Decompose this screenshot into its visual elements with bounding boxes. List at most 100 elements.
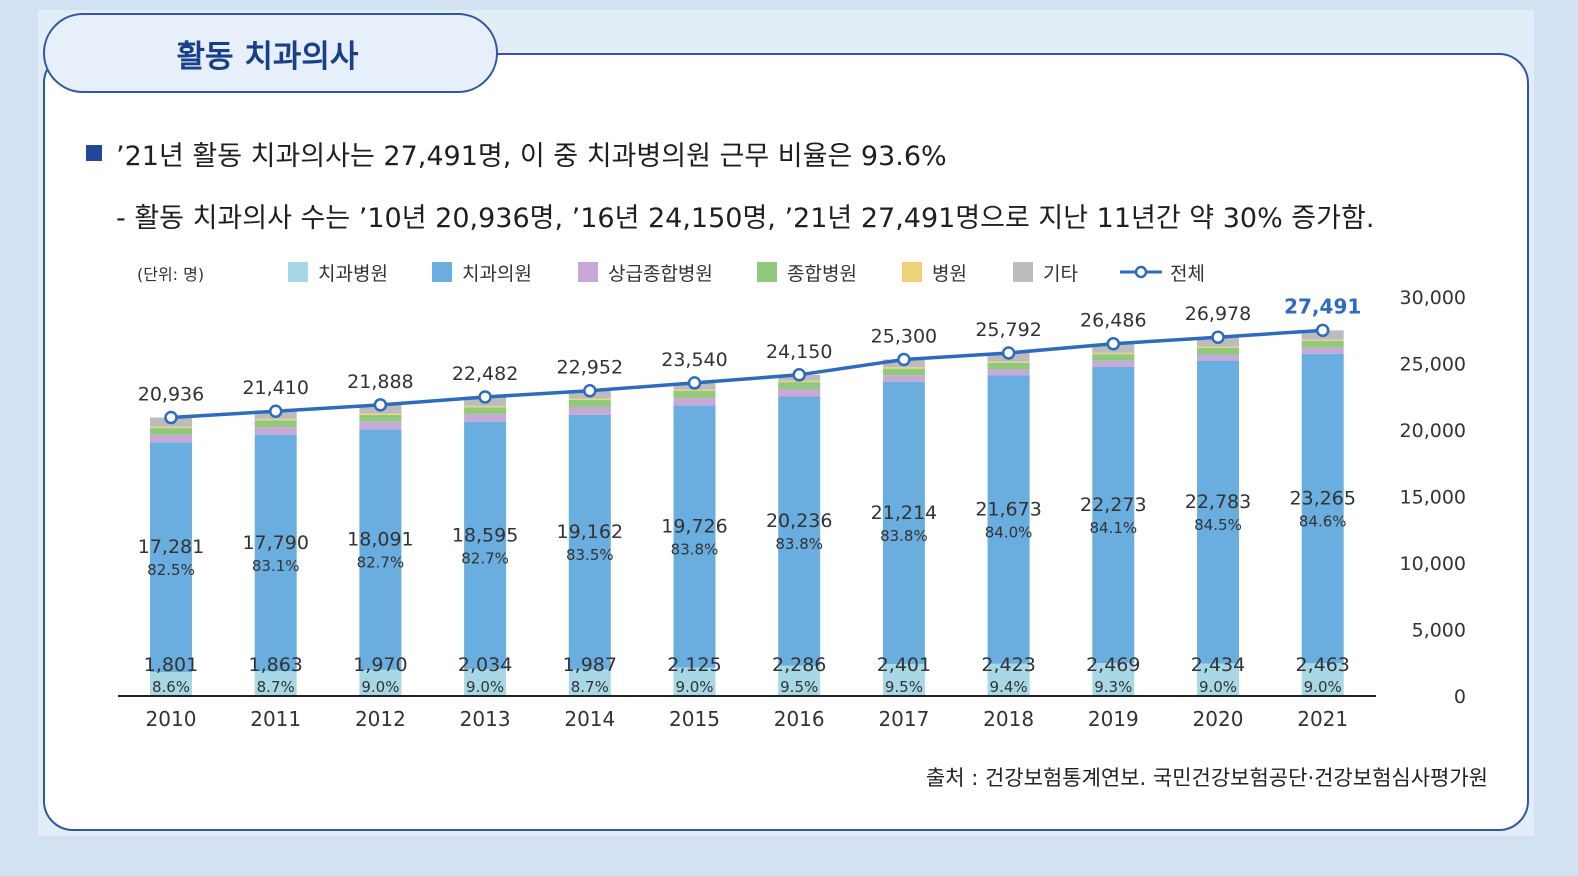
legend-label-3: 종합병원 xyxy=(787,263,857,285)
bar-segment-3 xyxy=(464,407,507,415)
bar-segment-0 xyxy=(568,669,611,696)
bar-segment-0 xyxy=(359,669,402,696)
x-tick-label: 2016 xyxy=(774,707,825,731)
total-point xyxy=(268,404,283,418)
x-tick-label: 2019 xyxy=(1088,707,1139,731)
total-point xyxy=(164,410,178,425)
data-label-hospital-count: 2,463 xyxy=(1295,654,1349,676)
bar-segment-4 xyxy=(568,398,611,400)
bar-segment-0 xyxy=(673,667,716,696)
bar-segment-3 xyxy=(1092,354,1135,361)
data-label-clinic-count: 19,162 xyxy=(557,521,623,543)
data-label-hospital-pct: 9.5% xyxy=(885,678,923,696)
bar-segment-1 xyxy=(150,442,192,673)
bar-segment-1 xyxy=(464,421,507,669)
unit-label: (단위: 명) xyxy=(137,265,204,284)
data-label-hospital-pct: 8.7% xyxy=(571,678,609,696)
data-label-clinic-count: 18,091 xyxy=(347,528,413,550)
bar-segment-1 xyxy=(1301,353,1344,664)
bar-segment-1 xyxy=(1197,360,1239,664)
data-label-hospital-pct: 9.0% xyxy=(361,678,399,696)
bar-segment-4 xyxy=(464,405,507,408)
bar-segment-4 xyxy=(1092,352,1135,355)
bar-segment-1 xyxy=(778,396,821,666)
data-label-hospital-count: 2,423 xyxy=(981,654,1035,676)
total-data-label: 26,486 xyxy=(1080,310,1146,332)
y-tick-label: 25,000 xyxy=(1400,354,1466,376)
legend-swatch-3 xyxy=(757,262,777,282)
data-label-hospital-pct: 9.4% xyxy=(990,678,1028,696)
total-point xyxy=(792,368,806,382)
bar-segment-0 xyxy=(987,663,1030,696)
total-point xyxy=(687,376,702,390)
bar-segment-3 xyxy=(568,399,611,408)
data-label-clinic-pct: 82.7% xyxy=(461,549,509,567)
bar-segment-1 xyxy=(1092,366,1135,664)
bar-segment-2 xyxy=(359,421,402,430)
bar-segment-2 xyxy=(882,375,925,382)
bar-segment-4 xyxy=(359,413,402,415)
total-data-label: 20,936 xyxy=(138,384,204,406)
data-label-clinic-pct: 83.8% xyxy=(671,541,719,559)
bar-segment-2 xyxy=(150,434,192,443)
data-label-clinic-pct: 83.8% xyxy=(775,535,823,553)
total-point xyxy=(1001,346,1016,360)
legend-label-5: 기타 xyxy=(1043,263,1078,285)
data-label-clinic-pct: 82.7% xyxy=(357,553,405,571)
y-tick-label: 15,000 xyxy=(1400,487,1466,509)
total-data-label: 22,482 xyxy=(452,363,518,385)
legend-swatch-1 xyxy=(432,262,452,282)
bar-segment-4 xyxy=(1301,339,1344,342)
data-label-clinic-pct: 83.1% xyxy=(252,557,300,575)
data-label-hospital-count: 1,970 xyxy=(353,654,407,676)
total-data-label: 24,150 xyxy=(766,341,832,363)
data-label-clinic-count: 22,273 xyxy=(1080,494,1146,516)
bar-segment-3 xyxy=(987,362,1030,370)
bar-segment-0 xyxy=(1301,663,1344,696)
legend-swatch-4 xyxy=(902,262,922,282)
legend-swatch-2 xyxy=(578,262,598,282)
total-point xyxy=(1211,330,1225,344)
data-label-clinic-pct: 84.1% xyxy=(1089,519,1137,537)
bar-segment-2 xyxy=(673,397,716,406)
total-data-label: 26,978 xyxy=(1185,303,1251,325)
bar-segment-0 xyxy=(882,664,925,696)
bar-segment-2 xyxy=(1197,354,1239,361)
data-label-clinic-pct: 82.5% xyxy=(147,561,195,579)
bullet-square-icon xyxy=(86,145,102,161)
y-tick-label: 0 xyxy=(1454,686,1466,708)
data-label-clinic-pct: 84.5% xyxy=(1194,516,1242,534)
bar-segment-2 xyxy=(987,369,1030,376)
legend-label-0: 치과병원 xyxy=(318,263,388,285)
bar-segment-2 xyxy=(464,414,507,422)
bar-segment-0 xyxy=(254,671,297,696)
data-label-hospital-pct: 9.0% xyxy=(675,678,713,696)
total-point xyxy=(583,383,597,398)
data-label-hospital-pct: 9.3% xyxy=(1094,678,1132,696)
total-data-label: 21,888 xyxy=(347,371,413,393)
y-tick-label: 20,000 xyxy=(1400,420,1466,442)
y-tick-label: 5,000 xyxy=(1412,620,1466,642)
bar-segment-2 xyxy=(1301,347,1344,354)
x-tick-label: 2014 xyxy=(564,707,615,731)
section-tab: 활동 치과의사 xyxy=(43,13,498,93)
bar-segment-2 xyxy=(254,427,297,435)
legend-swatch-0 xyxy=(288,262,308,282)
total-point xyxy=(1106,336,1121,351)
source-note: 출처 : 건강보험통계연보. 국민건강보험공단·건강보험심사평가원 xyxy=(925,766,1488,790)
x-tick-label: 2021 xyxy=(1297,707,1348,731)
bar-segment-0 xyxy=(1092,663,1135,696)
bar-segment-1 xyxy=(359,429,402,670)
bar-segment-1 xyxy=(568,414,611,670)
data-label-hospital-count: 2,434 xyxy=(1191,654,1245,676)
bar-segment-0 xyxy=(150,672,192,696)
data-label-hospital-count: 1,801 xyxy=(144,654,198,676)
data-label-hospital-pct: 9.0% xyxy=(1199,678,1237,696)
bar-segment-1 xyxy=(254,434,297,672)
total-data-label: 22,952 xyxy=(557,357,623,379)
data-label-hospital-pct: 8.7% xyxy=(257,678,295,696)
data-label-clinic-count: 22,783 xyxy=(1185,491,1251,513)
data-label-clinic-count: 21,214 xyxy=(871,502,937,524)
x-tick-label: 2010 xyxy=(146,707,197,731)
